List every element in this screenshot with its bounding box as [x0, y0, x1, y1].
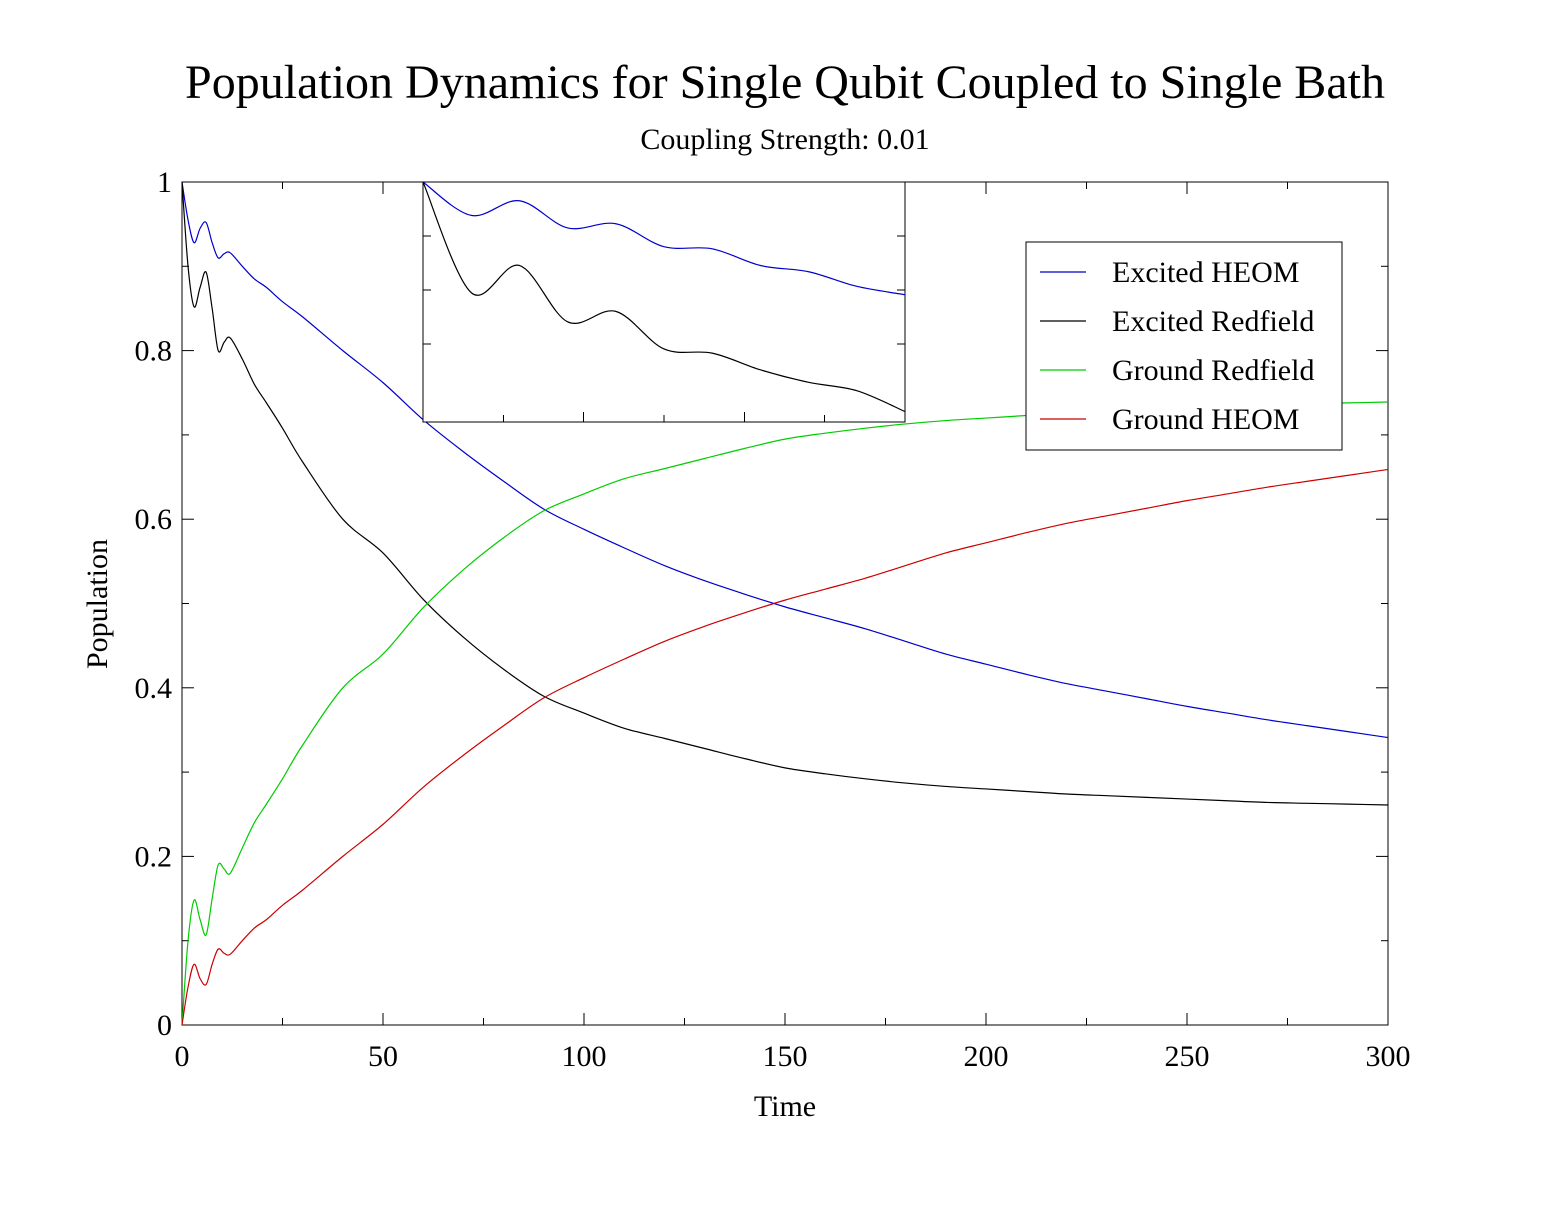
series-line-0: [181, 181, 1389, 739]
x-tick-label: 50: [368, 1040, 398, 1073]
inset: [422, 181, 906, 423]
y-tick-label: 0: [157, 1009, 172, 1042]
series-line-3: [181, 468, 1389, 1026]
chart-title: Population Dynamics for Single Qubit Cou…: [185, 56, 1385, 109]
x-tick-label: 0: [175, 1040, 190, 1073]
y-axis-label: Population: [81, 539, 114, 669]
y-tick-label: 1: [157, 166, 172, 199]
inset-series-line-1: [423, 182, 905, 413]
x-axis-label: Time: [754, 1090, 816, 1123]
x-tick-label: 100: [562, 1040, 607, 1073]
legend-frame: [1025, 241, 1343, 451]
legend-label: Excited HEOM: [1112, 256, 1299, 289]
x-tick-label: 250: [1165, 1040, 1210, 1073]
chart-subtitle: Coupling Strength: 0.01: [640, 123, 929, 156]
legend-label: Excited Redfield: [1112, 305, 1314, 338]
x-tick-label: 150: [763, 1040, 808, 1073]
legend-label: Ground HEOM: [1112, 403, 1300, 436]
y-tick-label: 0.2: [135, 840, 173, 873]
y-tick-label: 0.4: [135, 672, 173, 705]
series-line-1: [181, 181, 1389, 806]
legend-label: Ground Redfield: [1112, 354, 1314, 387]
series-line-2: [181, 401, 1389, 1026]
y-tick-label: 0.8: [135, 335, 173, 368]
inset-series-line-0: [423, 182, 905, 296]
legend: Excited HEOM Excited Redfield Ground Redfi…: [1025, 241, 1343, 451]
x-tick-label: 300: [1366, 1040, 1411, 1073]
inset-frame: [422, 181, 906, 423]
x-tick-label: 200: [964, 1040, 1009, 1073]
y-tick-label: 0.6: [135, 503, 173, 536]
plot-area: 0 50 100 150 200 250 300 0 0.2 0.4 0.6 0.8 1: [135, 166, 1411, 1073]
